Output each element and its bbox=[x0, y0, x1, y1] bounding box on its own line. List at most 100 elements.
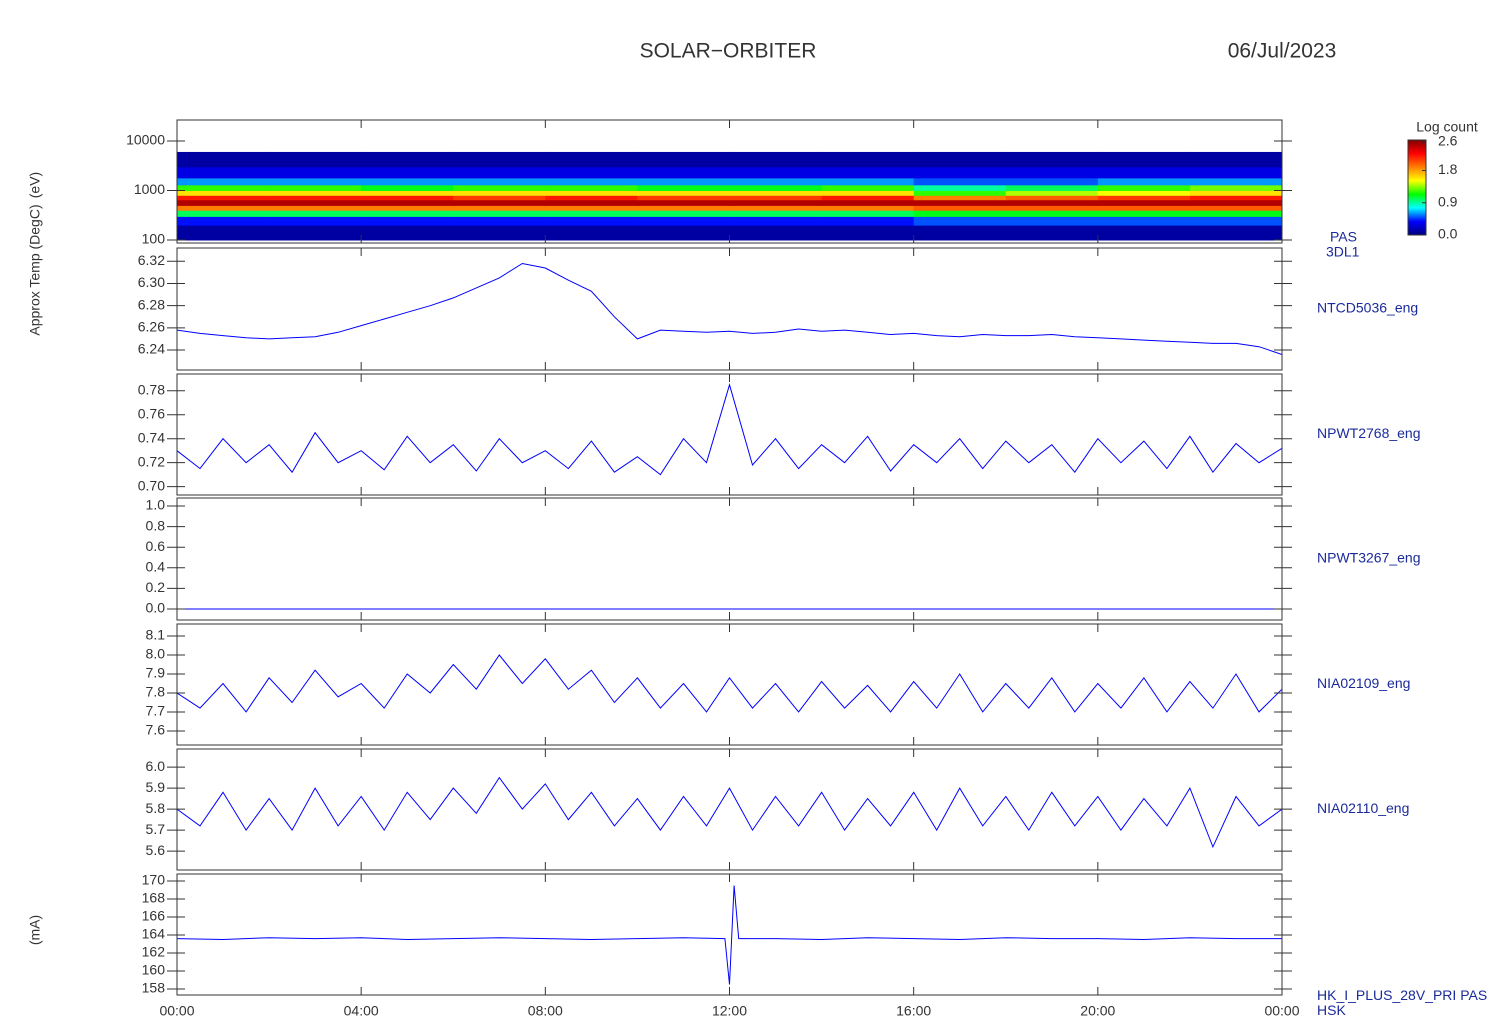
heatmap-cell bbox=[729, 225, 823, 241]
heatmap-cell bbox=[361, 225, 454, 241]
panel-6 bbox=[177, 885, 1282, 985]
heatmap-cell bbox=[177, 199, 270, 206]
heatmap-cell bbox=[637, 177, 730, 186]
y-tick-label: 8.0 bbox=[146, 646, 166, 662]
panel-label: NPWT3267_eng bbox=[1317, 550, 1421, 566]
heatmap-cell bbox=[729, 205, 823, 211]
heatmap-cell bbox=[913, 210, 1007, 217]
heatmap-cell bbox=[913, 190, 1007, 196]
heatmap-cell bbox=[361, 190, 454, 196]
y-tick-label: 170 bbox=[142, 872, 166, 888]
heatmap-cell bbox=[637, 190, 730, 196]
y-axis-label: Approx Temp (DegC) bbox=[27, 204, 43, 335]
data-line bbox=[177, 383, 1282, 476]
heatmap-cell bbox=[821, 166, 915, 179]
colorbar-tick-label: 0.9 bbox=[1438, 193, 1458, 209]
heatmap-cell bbox=[1005, 195, 1099, 201]
y-tick-label: 6.24 bbox=[138, 341, 165, 357]
heatmap-cell bbox=[177, 216, 270, 226]
heatmap-cell bbox=[637, 184, 730, 191]
heatmap-cell bbox=[453, 199, 546, 206]
heatmap-cell bbox=[821, 177, 915, 186]
heatmap-cell bbox=[269, 151, 362, 168]
heatmap-cell bbox=[913, 177, 1007, 186]
heatmap-cell bbox=[1005, 199, 1099, 206]
date: 06/Jul/2023 bbox=[1228, 40, 1337, 63]
heatmap-cell bbox=[1189, 225, 1282, 241]
heatmap-cell bbox=[1005, 225, 1099, 241]
y-tick-label: 7.6 bbox=[146, 722, 166, 738]
panel-label: NIA02110_eng bbox=[1317, 800, 1409, 816]
heatmap-cell bbox=[1005, 190, 1099, 196]
y-tick-label: 5.8 bbox=[146, 800, 166, 816]
y-tick-label: 1.0 bbox=[146, 497, 166, 513]
heatmap-cell bbox=[177, 205, 270, 211]
heatmap-cell bbox=[545, 210, 638, 217]
y-axis-label: (mA) bbox=[27, 915, 43, 945]
heatmap-cell bbox=[269, 177, 362, 186]
heatmap-cell bbox=[1189, 205, 1282, 211]
heatmap-cell bbox=[177, 225, 270, 241]
heatmap-cell bbox=[1189, 177, 1282, 186]
y-tick-label: 0.76 bbox=[138, 405, 165, 421]
heatmap-cell bbox=[453, 184, 546, 191]
panel-label: 3DL1 bbox=[1326, 244, 1360, 260]
heatmap-cell bbox=[1097, 210, 1191, 217]
y-tick-label: 7.9 bbox=[146, 665, 166, 681]
heatmap-cell bbox=[821, 199, 915, 206]
heatmap-cell bbox=[1189, 190, 1282, 196]
heatmap-cell bbox=[269, 199, 362, 206]
heatmap-cell bbox=[729, 216, 823, 226]
heatmap-cell bbox=[1097, 216, 1191, 226]
heatmap-cell bbox=[1097, 166, 1191, 179]
heatmap-cell bbox=[545, 199, 638, 206]
heatmap-cell bbox=[1005, 210, 1099, 217]
heatmap-cell bbox=[269, 216, 362, 226]
heatmap-cell bbox=[177, 210, 270, 217]
heatmap-cell bbox=[729, 166, 823, 179]
heatmap-cell bbox=[453, 177, 546, 186]
heatmap-cell bbox=[1005, 184, 1099, 191]
y-tick-label: 0.70 bbox=[138, 477, 165, 493]
heatmap-cell bbox=[361, 177, 454, 186]
y-tick-label: 168 bbox=[142, 890, 166, 906]
panel-2 bbox=[177, 383, 1282, 476]
heatmap-cell bbox=[913, 199, 1007, 206]
heatmap-cell bbox=[545, 184, 638, 191]
x-tick-label: 20:00 bbox=[1080, 1003, 1115, 1019]
heatmap-cell bbox=[269, 225, 362, 241]
y-tick-label: 158 bbox=[142, 980, 166, 996]
y-tick-label: 6.0 bbox=[146, 758, 166, 774]
heatmap-cell bbox=[1005, 216, 1099, 226]
x-tick-label: 12:00 bbox=[712, 1003, 747, 1019]
heatmap-cell bbox=[269, 166, 362, 179]
panel-label: NIA02109_eng bbox=[1317, 675, 1410, 691]
y-tick-label: 6.28 bbox=[138, 296, 165, 312]
heatmap-cell bbox=[177, 184, 270, 191]
y-tick-label: 166 bbox=[142, 908, 166, 924]
heatmap-cell bbox=[361, 199, 454, 206]
heatmap-cell bbox=[545, 177, 638, 186]
y-tick-label: 1000 bbox=[134, 181, 165, 197]
x-tick-label: 00:00 bbox=[159, 1003, 194, 1019]
heatmap-cell bbox=[821, 184, 915, 191]
heatmap-cell bbox=[821, 210, 915, 217]
heatmap-cell bbox=[637, 216, 730, 226]
heatmap-cell bbox=[637, 205, 730, 211]
heatmap-cell bbox=[545, 225, 638, 241]
colorbar-tick-label: 2.6 bbox=[1438, 132, 1458, 148]
heatmap-cell bbox=[913, 166, 1007, 179]
panel-label: NPWT2768_eng bbox=[1317, 425, 1421, 441]
heatmap-cell bbox=[1189, 199, 1282, 206]
heatmap-cell bbox=[1097, 177, 1191, 186]
heatmap-cell bbox=[453, 166, 546, 179]
heatmap-cell bbox=[269, 210, 362, 217]
heatmap-cell bbox=[729, 199, 823, 206]
heatmap-cell bbox=[913, 205, 1007, 211]
y-axis-label: (eV) bbox=[27, 172, 43, 198]
y-tick-label: 0.0 bbox=[146, 600, 166, 616]
heatmap-cell bbox=[361, 216, 454, 226]
heatmap-cell bbox=[1189, 210, 1282, 217]
panel-label: PAS bbox=[1330, 229, 1357, 245]
panel-1 bbox=[177, 262, 1282, 355]
